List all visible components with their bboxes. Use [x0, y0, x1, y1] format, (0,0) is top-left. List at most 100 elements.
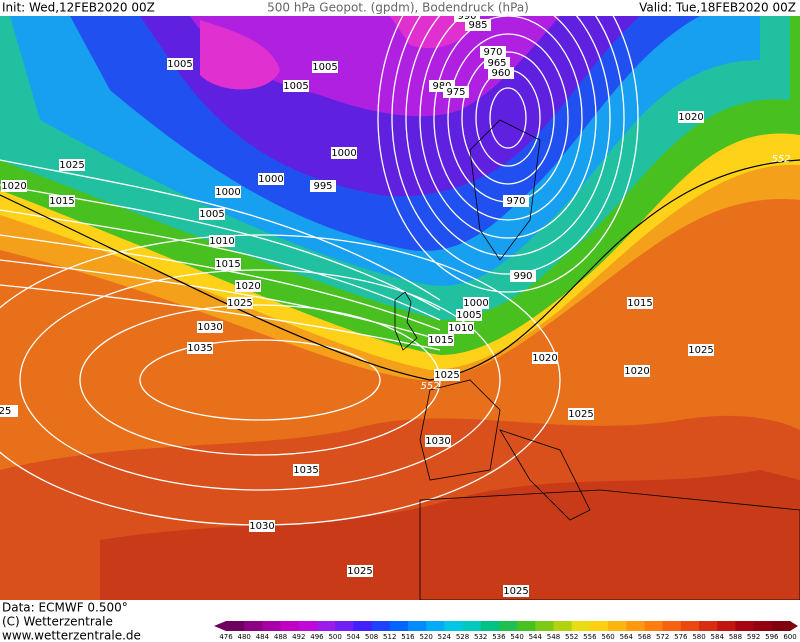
colorbar-label: 592: [747, 633, 760, 641]
label-background: [331, 147, 357, 159]
colorbar-label: 536: [492, 633, 506, 641]
label-background: [425, 435, 451, 447]
isobar: [0, 284, 441, 351]
isobar-label: 1005: [283, 81, 308, 92]
field-region: [390, 16, 480, 49]
isobar-label: 1025: [227, 298, 252, 309]
colorbar-swatch: [644, 621, 664, 631]
label-background: [59, 159, 85, 171]
isobar: [419, 0, 597, 239]
label-background: [456, 309, 482, 321]
isobar-label: 1030: [249, 521, 274, 532]
isobar-label: 980: [432, 81, 451, 92]
label-background: [347, 565, 373, 577]
isobar: [0, 234, 441, 331]
colorbar-swatch: [717, 621, 736, 631]
isobar: [461, 51, 555, 185]
colorbar-swatch: [462, 621, 482, 631]
label-background: [235, 280, 261, 292]
colorbar-label: 504: [347, 633, 361, 641]
isobar: [19, 269, 501, 491]
isobar-label: 1005: [312, 62, 337, 73]
isobar-label: 1005: [167, 59, 192, 70]
colorbar-swatch: [444, 621, 464, 631]
colorbar-swatch: [407, 621, 427, 631]
isobar-label: 1000: [258, 174, 283, 185]
colorbar-swatch: [662, 621, 682, 631]
init-time: Init: Wed,12FEB2020 00Z: [2, 1, 155, 15]
colorbar-label: 540: [510, 633, 523, 641]
colorbar-label: 516: [401, 633, 415, 641]
isobar-label: 1035: [293, 465, 318, 476]
colorbar-label: 484: [256, 633, 270, 641]
isobar-label: 975: [446, 87, 465, 98]
isobar: [0, 209, 441, 321]
label-background: [227, 297, 253, 309]
label-background: [283, 80, 309, 92]
isobar-label: 1015: [627, 298, 652, 309]
colorbar-label: 584: [711, 633, 725, 641]
geopotential-label: 552: [771, 154, 790, 165]
colorbar-label: 528: [456, 633, 469, 641]
label-background: [688, 344, 714, 356]
isobar-label: 1020: [235, 281, 260, 292]
label-background: [627, 297, 653, 309]
colorbar: 476 480 484 488 492 496 500 504 508 512 516 520 524 5…: [214, 621, 798, 641]
colorbar-label: 544: [529, 633, 543, 641]
isobar-label: 1030: [197, 322, 222, 333]
colorbar-label: 488: [274, 633, 287, 641]
colorbar-swatch: [389, 621, 409, 631]
field-region: [100, 470, 800, 600]
isobar-label: 995: [313, 181, 332, 192]
colorbar-swatch: [335, 621, 354, 631]
isobar-label: 1000: [331, 148, 356, 159]
colorbar-label: 496: [310, 633, 324, 641]
isobar-label: 1010: [448, 323, 473, 334]
map-title: 500 hPa Geopot. (gpdm), Bodendruck (hPa): [267, 1, 529, 15]
colorbar-swatch: [608, 621, 627, 631]
label-background: [480, 46, 506, 58]
isobar-label: 1025: [347, 566, 372, 577]
colorbar-label: 512: [383, 633, 396, 641]
data-source: Data: ECMWF 0.500°: [2, 601, 128, 615]
isobar-label: 1030: [425, 436, 450, 447]
coastline: [499, 429, 591, 521]
isobar-label: 1025: [568, 409, 593, 420]
coastline: [419, 489, 800, 601]
label-background: [258, 173, 284, 185]
isobar-label: 1015: [49, 196, 74, 207]
isobar-label: 1010: [209, 236, 234, 247]
colorbar-swatch: [280, 621, 300, 631]
label-background: [209, 235, 235, 247]
label-background: [293, 464, 319, 476]
isobar: [405, 0, 611, 257]
colorbar-arrow-left: [214, 621, 226, 631]
label-background: [568, 408, 594, 420]
colorbar-label: 588: [729, 633, 742, 641]
colorbar-label: 596: [765, 633, 779, 641]
label-background: [484, 57, 510, 69]
colorbar-swatch: [262, 621, 282, 631]
isobar: [139, 339, 381, 421]
label-background: [1, 180, 27, 192]
colorbar-swatch: [771, 621, 791, 631]
colorbar-label: 560: [601, 633, 614, 641]
colorbar-label: 564: [620, 633, 634, 641]
label-background: [443, 86, 469, 98]
isobar: [391, 0, 625, 275]
field-region: [200, 20, 280, 90]
colorbar-swatch: [626, 621, 645, 631]
colorbar-label: 568: [638, 633, 651, 641]
colorbar-label: 580: [692, 633, 705, 641]
colorbar-swatch: [735, 621, 755, 631]
label-background: [503, 585, 529, 597]
label-background: [167, 58, 193, 70]
isobar-label: 960: [491, 68, 510, 79]
colorbar-label: 508: [365, 633, 378, 641]
isobar-label: 1005: [199, 209, 224, 220]
isobar-label: 1020: [1, 181, 26, 192]
copyright: (C) Wetterzentrale: [2, 615, 113, 629]
label-background: [488, 67, 514, 79]
colorbar-swatch: [226, 621, 245, 631]
